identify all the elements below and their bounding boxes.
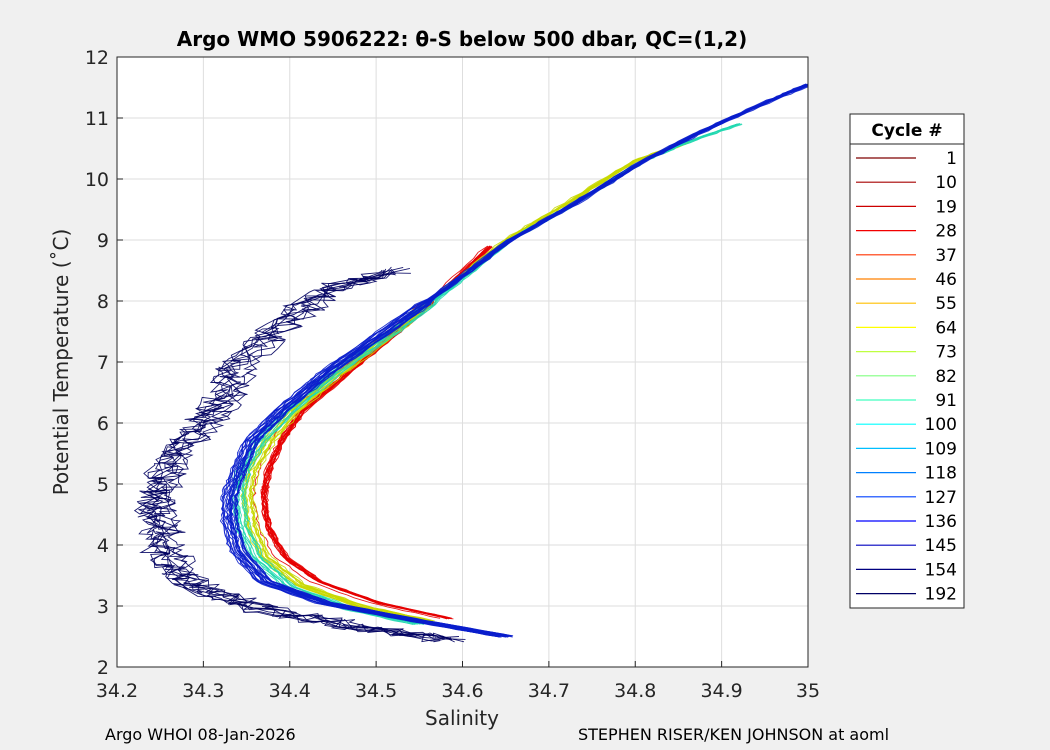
y-tick-label: 2	[97, 657, 109, 679]
y-axis-ticks: 2 3 4 5 6 7 8 9 10 11 12	[85, 47, 123, 679]
cycle-profile-line	[139, 266, 460, 639]
x-tick-label: 34.9	[700, 680, 742, 702]
cycle-profile-line	[221, 83, 806, 637]
legend-entry-label: 118	[925, 464, 957, 484]
legend: Cycle # 1 10 19 28 37 46 55 64 73 82 91 100 109 118 12…	[849, 113, 965, 609]
legend-entry-label: 10	[935, 173, 957, 193]
legend-entry-label: 64	[935, 318, 957, 338]
legend-entry-label: 19	[935, 197, 957, 217]
x-tick-label: 34.4	[269, 680, 311, 702]
legend-entry-label: 136	[925, 512, 957, 532]
legend-entry-label: 145	[925, 536, 957, 556]
legend-entry-label: 55	[935, 294, 957, 314]
legend-entry-label: 192	[925, 585, 957, 605]
cycle-profile-line	[136, 268, 441, 643]
legend-entry-label: 127	[925, 488, 957, 508]
cycle-profile-line	[226, 83, 808, 637]
y-tick-label: 3	[97, 596, 109, 618]
y-tick-label: 9	[97, 230, 109, 252]
y-tick-label: 12	[85, 47, 109, 69]
cycle-profile-line	[234, 84, 808, 637]
y-tick-label: 4	[97, 535, 109, 557]
x-tick-label: 34.6	[441, 680, 483, 702]
legend-entry-label: 82	[935, 367, 957, 387]
legend-entry-label: 154	[925, 560, 957, 580]
y-tick-label: 5	[97, 474, 109, 496]
x-axis-label: Salinity	[425, 706, 499, 730]
legend-entry-label: 46	[935, 270, 957, 290]
legend-entry-label: 109	[925, 439, 957, 459]
chart-title: Argo WMO 5906222: θ-S below 500 dbar, QC…	[177, 27, 747, 51]
x-tick-label: 34.5	[355, 680, 397, 702]
cycle-profile-line	[156, 272, 466, 640]
x-tick-label: 35	[796, 680, 820, 702]
x-tick-label: 34.2	[96, 680, 138, 702]
y-tick-label: 8	[97, 291, 109, 313]
y-tick-label: 10	[85, 169, 109, 191]
legend-entry-label: 28	[935, 222, 957, 242]
x-tick-label: 34.7	[528, 680, 570, 702]
x-tick-label: 34.3	[182, 680, 224, 702]
x-tick-label: 34.8	[614, 680, 656, 702]
footer-source: Argo WHOI 08-Jan-2026	[105, 725, 296, 744]
legend-title: Cycle #	[871, 121, 942, 141]
y-tick-label: 11	[85, 108, 109, 130]
legend-entry-label: 91	[935, 391, 957, 411]
x-axis-ticks: 34.2 34.3 34.4 34.5 34.6 34.7 34.8 34.9 35	[96, 661, 820, 702]
data-series	[133, 83, 808, 643]
legend-entry-label: 1	[946, 149, 957, 169]
y-tick-label: 7	[97, 352, 109, 374]
cycle-profile-line	[153, 270, 448, 640]
legend-entry-label: 37	[935, 246, 957, 266]
legend-entry-label: 100	[925, 415, 957, 435]
y-tick-label: 6	[97, 413, 109, 435]
legend-entry-label: 73	[935, 343, 957, 363]
footer-credit: STEPHEN RISER/KEN JOHNSON at aoml	[578, 725, 890, 744]
legend-box	[849, 113, 965, 609]
y-axis-label: Potential Temperature (˚C)	[49, 229, 73, 496]
